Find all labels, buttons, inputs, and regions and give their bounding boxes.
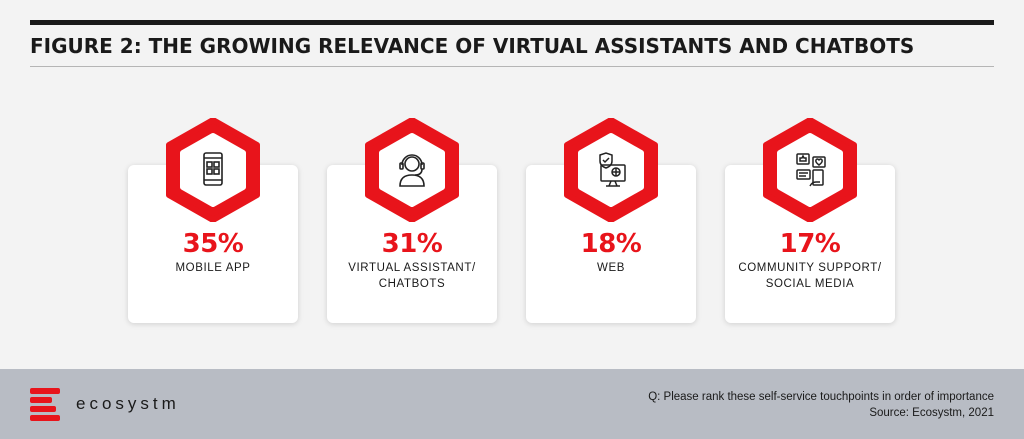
footnote: Q: Please rank these self-service touchp… — [648, 389, 994, 421]
page-title: FIGURE 2: THE GROWING RELEVANCE OF VIRTU… — [30, 34, 915, 58]
source-note: Source: Ecosystm, 2021 — [869, 407, 994, 419]
hexagon-badge — [762, 118, 858, 222]
footer-bar — [0, 369, 1024, 439]
hexagon-badge — [364, 118, 460, 222]
stat-label: WEB — [597, 262, 625, 274]
stat-percent: 18% — [580, 229, 642, 259]
stat-percent: 35% — [182, 229, 244, 259]
stat-label: COMMUNITY SUPPORT/SOCIAL MEDIA — [738, 262, 882, 290]
title-divider — [30, 66, 994, 67]
stat-label: MOBILE APP — [175, 262, 251, 274]
hexagon-badge — [165, 118, 261, 222]
web-monitor-shield-icon — [599, 152, 626, 187]
hexagon-badge — [563, 118, 659, 222]
brand-name: ecosystm — [76, 394, 180, 413]
stat-percent: 31% — [381, 229, 443, 259]
stat-percent: 17% — [779, 229, 841, 259]
stat-label: VIRTUAL ASSISTANT/CHATBOTS — [348, 262, 476, 290]
headset-agent-icon — [399, 154, 425, 187]
mobile-phone-icon — [203, 152, 223, 186]
social-media-community-icon — [796, 153, 826, 187]
ecosystm-logo-icon — [30, 388, 60, 421]
survey-question: Q: Please rank these self-service touchp… — [648, 391, 994, 403]
top-rule — [30, 20, 994, 25]
